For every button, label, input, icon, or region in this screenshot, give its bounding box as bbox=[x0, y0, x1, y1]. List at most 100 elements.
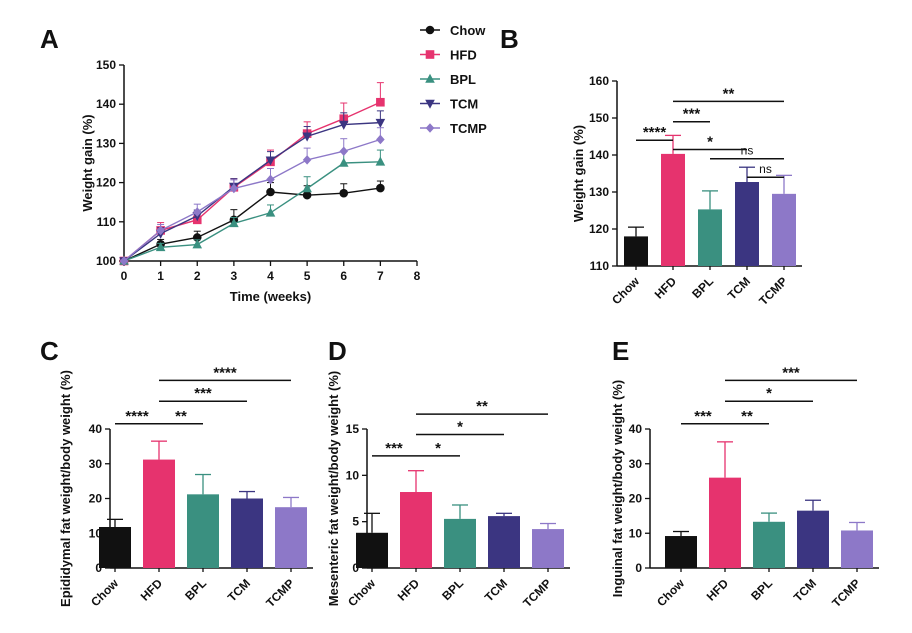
data-point bbox=[265, 156, 276, 166]
y-axis-title: Weight gain (%) bbox=[80, 114, 95, 211]
significance-label: *** bbox=[194, 385, 212, 402]
data-point bbox=[192, 207, 202, 217]
significance-label: * bbox=[707, 133, 713, 150]
y-tick-label: 40 bbox=[629, 422, 643, 436]
y-tick-label: 130 bbox=[589, 185, 609, 199]
y-tick-label: 5 bbox=[352, 515, 359, 529]
bar-group-tcmp: TCMP bbox=[263, 496, 307, 610]
y-tick-label: 10 bbox=[629, 526, 643, 540]
data-point bbox=[119, 256, 129, 266]
series-line bbox=[123, 187, 381, 262]
bar-group-tcm: TCM bbox=[225, 490, 263, 605]
bar-group-chow: Chow bbox=[654, 530, 697, 609]
y-tick-label: 100 bbox=[96, 254, 116, 268]
x-tick-label: 5 bbox=[304, 269, 311, 283]
series-line bbox=[123, 121, 381, 262]
bar-group-tcmp: TCMP bbox=[756, 174, 796, 308]
x-axis-title: Time (weeks) bbox=[230, 289, 311, 304]
bar-group-bpl: BPL bbox=[182, 473, 219, 603]
significance-bracket: * bbox=[416, 440, 460, 457]
x-tick-label: BPL bbox=[689, 274, 716, 301]
bar bbox=[797, 510, 829, 568]
y-tick-label: 0 bbox=[635, 561, 642, 575]
y-tick-label: 0 bbox=[352, 561, 359, 575]
data-point bbox=[338, 157, 349, 167]
significance-label: ** bbox=[723, 85, 735, 102]
legend-label: TCM bbox=[450, 97, 478, 112]
significance-bracket: **** bbox=[159, 364, 291, 381]
data-point bbox=[338, 120, 349, 130]
bar bbox=[231, 498, 263, 568]
panel-c: C 0 10 20 30 40 Epididymal fat weight/body wei… bbox=[40, 336, 313, 610]
significance-label: *** bbox=[683, 106, 701, 123]
data-point bbox=[375, 156, 386, 166]
x-tick-label: TCM bbox=[225, 576, 253, 604]
significance-label: * bbox=[766, 385, 772, 402]
x-tick-label: 4 bbox=[267, 269, 274, 283]
bar-group-hfd: HFD bbox=[652, 134, 685, 302]
significance-label: ** bbox=[476, 398, 488, 415]
y-tick-label: 130 bbox=[96, 136, 116, 150]
x-tick-label: TCMP bbox=[263, 576, 297, 610]
significance-label: **** bbox=[213, 364, 237, 381]
y-tick-label: 110 bbox=[97, 215, 117, 229]
bar bbox=[356, 532, 388, 568]
panel-label-a: A bbox=[40, 24, 59, 54]
panel-a: A 100 110 120 130 140 150 0 1 2 3 4 5 6 7 8 Time (weeks)… bbox=[40, 23, 487, 304]
x-tick-label: HFD bbox=[395, 576, 423, 604]
x-tick-label: 1 bbox=[157, 269, 164, 283]
significance-bracket: ns bbox=[710, 144, 784, 160]
x-tick-label: 3 bbox=[231, 269, 238, 283]
data-point bbox=[266, 174, 275, 185]
bar bbox=[698, 209, 722, 266]
legend-marker bbox=[425, 73, 435, 83]
significance-bracket: ** bbox=[673, 85, 784, 102]
bar-group-tcm: TCM bbox=[725, 166, 759, 303]
y-tick-label: 140 bbox=[589, 148, 609, 162]
significance-label: ** bbox=[741, 408, 753, 425]
data-point bbox=[156, 225, 165, 236]
legend-label: Chow bbox=[450, 23, 486, 38]
bar bbox=[99, 526, 131, 568]
significance-label: *** bbox=[694, 408, 712, 425]
significance-bracket: **** bbox=[636, 124, 673, 141]
series-bpl bbox=[119, 149, 386, 265]
data-point bbox=[229, 218, 239, 228]
significance-label: * bbox=[457, 419, 463, 436]
y-axis-title: Epididymal fat weight/body weight (%) bbox=[58, 370, 73, 607]
bar bbox=[143, 459, 175, 568]
bar bbox=[444, 518, 476, 568]
significance-bracket: * bbox=[725, 385, 813, 402]
data-point bbox=[302, 183, 312, 193]
panel-label-b: B bbox=[500, 24, 519, 54]
series-tcmp bbox=[119, 127, 385, 266]
bar bbox=[488, 516, 520, 568]
significance-bracket: ** bbox=[416, 398, 548, 415]
significance-bracket: *** bbox=[673, 106, 710, 123]
significance-label: *** bbox=[385, 440, 403, 457]
bar-group-bpl: BPL bbox=[689, 190, 722, 301]
bar bbox=[661, 153, 685, 266]
data-point bbox=[339, 146, 349, 157]
y-tick-label: 10 bbox=[89, 526, 103, 540]
bar bbox=[532, 529, 564, 568]
data-point bbox=[376, 134, 385, 145]
bar-group-tcm: TCM bbox=[791, 499, 829, 605]
significance-label: ns bbox=[759, 162, 772, 176]
data-point bbox=[265, 207, 276, 217]
legend-item-tcm: TCM bbox=[420, 97, 478, 112]
significance-bracket: *** bbox=[372, 440, 416, 457]
data-point bbox=[302, 132, 312, 142]
bar-group-hfd: HFD bbox=[138, 440, 175, 604]
significance-bracket: ns bbox=[747, 162, 784, 178]
bar-group-hfd: HFD bbox=[395, 470, 432, 604]
legend-item-tcmp: TCMP bbox=[420, 121, 487, 136]
x-tick-label: TCMP bbox=[756, 274, 790, 308]
bar-group-bpl: BPL bbox=[748, 512, 785, 603]
x-tick-label: HFD bbox=[138, 576, 166, 604]
bar bbox=[400, 492, 432, 568]
y-tick-label: 0 bbox=[95, 561, 102, 575]
significance-bracket: * bbox=[673, 133, 747, 150]
y-tick-label: 30 bbox=[89, 457, 103, 471]
series-line bbox=[123, 138, 381, 262]
